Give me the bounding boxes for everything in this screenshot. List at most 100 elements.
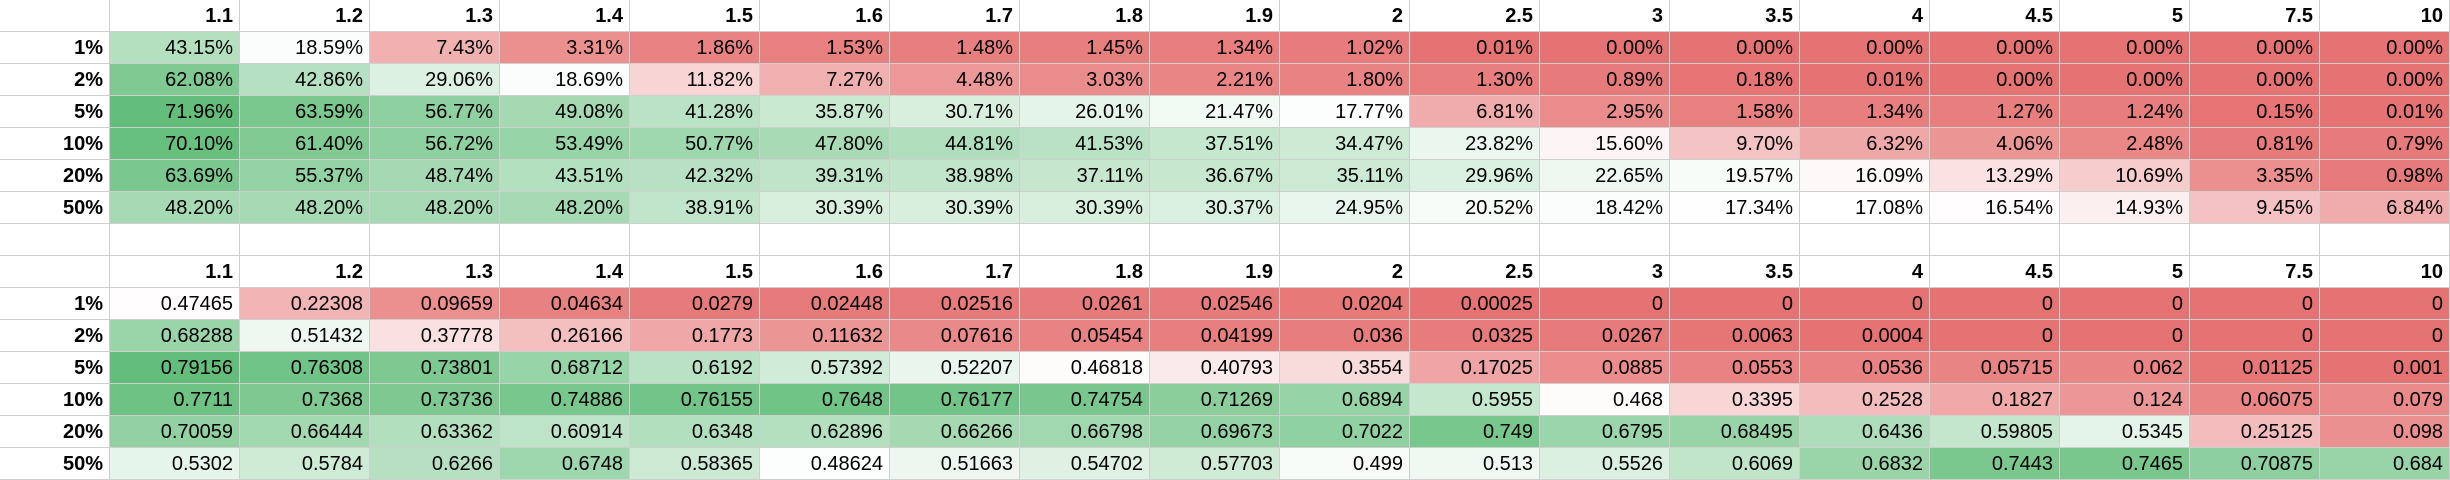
data-cell[interactable]: 1.34% (1800, 96, 1930, 128)
data-cell[interactable]: 0.76308 (240, 352, 370, 384)
column-header[interactable]: 10 (2320, 256, 2450, 288)
column-header[interactable]: 1.3 (370, 0, 500, 32)
data-cell[interactable]: 42.32% (630, 160, 760, 192)
data-cell[interactable]: 36.67% (1150, 160, 1280, 192)
data-cell[interactable]: 41.28% (630, 96, 760, 128)
data-cell[interactable]: 0.6748 (500, 448, 630, 480)
data-cell[interactable]: 0.00% (2190, 32, 2320, 64)
data-cell[interactable]: 0.00% (1670, 32, 1800, 64)
data-cell[interactable]: 0.00% (1930, 32, 2060, 64)
column-header[interactable]: 3.5 (1670, 256, 1800, 288)
empty-cell[interactable] (1540, 224, 1670, 256)
data-cell[interactable]: 61.40% (240, 128, 370, 160)
data-cell[interactable]: 0.6348 (630, 416, 760, 448)
data-cell[interactable]: 42.86% (240, 64, 370, 96)
data-cell[interactable]: 0.07616 (890, 320, 1020, 352)
data-cell[interactable]: 55.37% (240, 160, 370, 192)
column-header[interactable]: 1.4 (500, 256, 630, 288)
corner-cell[interactable] (0, 0, 110, 32)
data-cell[interactable]: 18.59% (240, 32, 370, 64)
data-cell[interactable]: 16.54% (1930, 192, 2060, 224)
data-cell[interactable]: 56.72% (370, 128, 500, 160)
data-cell[interactable]: 43.51% (500, 160, 630, 192)
data-cell[interactable]: 0.79156 (110, 352, 240, 384)
data-cell[interactable]: 0 (2060, 288, 2190, 320)
data-cell[interactable]: 0.6795 (1540, 416, 1670, 448)
data-cell[interactable]: 0.2528 (1800, 384, 1930, 416)
column-header[interactable]: 4.5 (1930, 0, 2060, 32)
data-cell[interactable]: 26.01% (1020, 96, 1150, 128)
data-cell[interactable]: 0.40793 (1150, 352, 1280, 384)
data-cell[interactable]: 0 (1670, 288, 1800, 320)
data-cell[interactable]: 9.70% (1670, 128, 1800, 160)
column-header[interactable]: 1.3 (370, 256, 500, 288)
column-header[interactable]: 2 (1280, 256, 1410, 288)
data-cell[interactable]: 2.21% (1150, 64, 1280, 96)
data-cell[interactable]: 0.7711 (110, 384, 240, 416)
column-header[interactable]: 4 (1800, 0, 1930, 32)
data-cell[interactable]: 0.47465 (110, 288, 240, 320)
row-header[interactable]: 5% (0, 96, 110, 128)
data-cell[interactable]: 38.98% (890, 160, 1020, 192)
data-cell[interactable]: 16.09% (1800, 160, 1930, 192)
data-cell[interactable]: 30.37% (1150, 192, 1280, 224)
column-header[interactable]: 1.8 (1020, 256, 1150, 288)
data-cell[interactable]: 0.5784 (240, 448, 370, 480)
spacer-row[interactable] (0, 224, 2450, 256)
row-header[interactable]: 1% (0, 32, 110, 64)
data-cell[interactable]: 0.499 (1280, 448, 1410, 480)
data-cell[interactable]: 71.96% (110, 96, 240, 128)
column-header[interactable]: 4 (1800, 256, 1930, 288)
data-cell[interactable]: 0.37778 (370, 320, 500, 352)
data-cell[interactable]: 1.24% (2060, 96, 2190, 128)
data-cell[interactable]: 0.68495 (1670, 416, 1800, 448)
data-cell[interactable]: 0.5526 (1540, 448, 1670, 480)
column-header[interactable]: 3.5 (1670, 0, 1800, 32)
data-cell[interactable]: 22.65% (1540, 160, 1670, 192)
data-cell[interactable]: 0.00% (2320, 32, 2450, 64)
data-cell[interactable]: 0.079 (2320, 384, 2450, 416)
data-cell[interactable]: 0.51432 (240, 320, 370, 352)
data-cell[interactable]: 0.684 (2320, 448, 2450, 480)
data-cell[interactable]: 0.25125 (2190, 416, 2320, 448)
data-cell[interactable]: 48.74% (370, 160, 500, 192)
column-header[interactable]: 10 (2320, 0, 2450, 32)
data-cell[interactable]: 0.57392 (760, 352, 890, 384)
data-cell[interactable]: 0.7443 (1930, 448, 2060, 480)
column-header[interactable]: 3 (1540, 256, 1670, 288)
data-cell[interactable]: 1.30% (1410, 64, 1540, 96)
data-cell[interactable]: 48.20% (370, 192, 500, 224)
column-header[interactable]: 1.9 (1150, 0, 1280, 32)
data-cell[interactable]: 62.08% (110, 64, 240, 96)
data-cell[interactable]: 43.15% (110, 32, 240, 64)
data-cell[interactable]: 0.79% (2320, 128, 2450, 160)
row-header[interactable]: 20% (0, 416, 110, 448)
data-cell[interactable]: 0 (2190, 288, 2320, 320)
data-cell[interactable]: 0.0261 (1020, 288, 1150, 320)
data-cell[interactable]: 0 (1930, 320, 2060, 352)
data-cell[interactable]: 0 (2190, 320, 2320, 352)
data-cell[interactable]: 1.86% (630, 32, 760, 64)
row-header[interactable]: 2% (0, 64, 110, 96)
data-cell[interactable]: 17.34% (1670, 192, 1800, 224)
empty-cell[interactable] (1800, 224, 1930, 256)
data-cell[interactable]: 0.71269 (1150, 384, 1280, 416)
data-cell[interactable]: 0.62896 (760, 416, 890, 448)
data-cell[interactable]: 0.0885 (1540, 352, 1670, 384)
row-header[interactable]: 5% (0, 352, 110, 384)
data-cell[interactable]: 47.80% (760, 128, 890, 160)
data-cell[interactable]: 1.53% (760, 32, 890, 64)
data-cell[interactable]: 30.39% (760, 192, 890, 224)
row-header[interactable]: 50% (0, 448, 110, 480)
data-cell[interactable]: 24.95% (1280, 192, 1410, 224)
data-cell[interactable]: 0.00% (1540, 32, 1670, 64)
data-cell[interactable]: 0.73736 (370, 384, 500, 416)
column-header[interactable]: 1.5 (630, 256, 760, 288)
data-cell[interactable]: 0.6436 (1800, 416, 1930, 448)
column-header[interactable]: 1.4 (500, 0, 630, 32)
empty-cell[interactable] (500, 224, 630, 256)
data-cell[interactable]: 0.04199 (1150, 320, 1280, 352)
data-cell[interactable]: 0.01% (2320, 96, 2450, 128)
column-header[interactable]: 1.8 (1020, 0, 1150, 32)
row-header[interactable]: 1% (0, 288, 110, 320)
